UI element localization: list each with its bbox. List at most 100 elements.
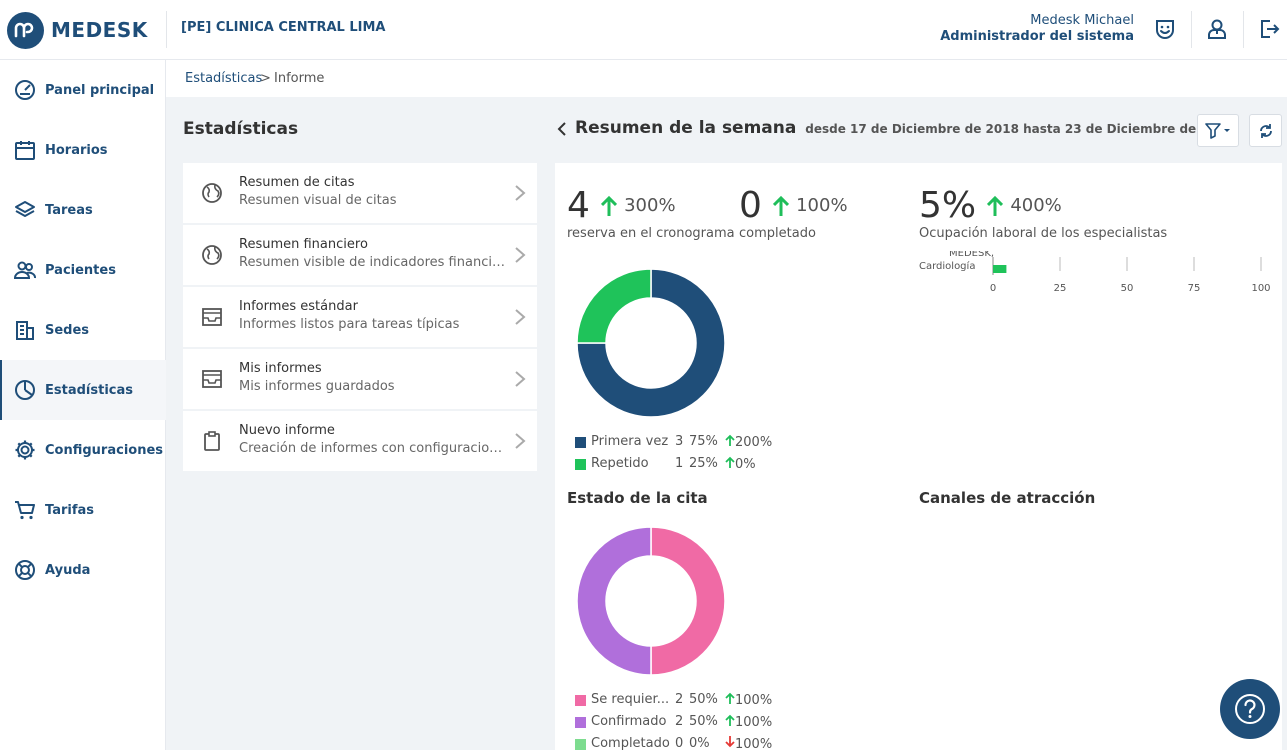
breadcrumb-link-estadisticas[interactable]: Estadísticas xyxy=(185,71,263,86)
users-icon xyxy=(14,259,36,281)
bar-category-label: Cardiología xyxy=(919,260,975,272)
legend-swatch xyxy=(575,695,586,706)
legend-label: Se requier... xyxy=(591,692,670,707)
menu-item-title: Resumen financiero xyxy=(239,237,368,252)
legend-percent: 50% xyxy=(689,714,718,729)
legend-percent: 25% xyxy=(689,456,718,471)
clipboard-icon xyxy=(200,429,224,453)
report-panel: 4 300% reserva en el cronograma 0 100% c… xyxy=(555,163,1282,750)
legend-count: 2 xyxy=(675,692,684,707)
refresh-icon xyxy=(1259,123,1272,138)
kpi-change: 400% xyxy=(1010,195,1062,216)
arrow-up-icon xyxy=(601,195,617,216)
legend-swatch xyxy=(575,717,586,728)
filter-button[interactable] xyxy=(1197,114,1239,147)
sidebar-item-label: Configuraciones xyxy=(45,442,164,458)
bar-tick-label: 75 xyxy=(1188,283,1201,294)
sidebar-item-label: Tarifas xyxy=(45,502,94,518)
sidebar-item-configuraciones[interactable]: Configuraciones xyxy=(0,420,166,480)
report-title-text: Resumen de la semana xyxy=(575,118,797,138)
kpi-ocupacion: 5% 400% Ocupación laboral de los especia… xyxy=(919,185,1167,241)
sidebar-item-ayuda[interactable]: Ayuda xyxy=(0,540,166,600)
donut-tipo-paciente-slice-1[interactable] xyxy=(576,268,652,344)
kpi-label: completado xyxy=(739,226,816,241)
legend-change: 0% xyxy=(725,456,756,472)
lifebuoy-icon xyxy=(14,559,36,581)
legend-label: Completado xyxy=(591,736,670,750)
medesk-logo-icon xyxy=(7,11,44,49)
brand-logo[interactable]: MEDESK xyxy=(7,11,148,49)
sidebar-item-label: Ayuda xyxy=(45,562,91,578)
kpi-change: 100% xyxy=(796,195,848,216)
clinic-name[interactable]: [PE] CLINICA CENTRAL LIMA xyxy=(181,20,386,35)
legend-swatch xyxy=(575,739,586,750)
legend-change: 100% xyxy=(725,736,772,750)
legend-count: 0 xyxy=(675,736,684,750)
legend-count: 3 xyxy=(675,434,684,449)
back-chevron-icon[interactable] xyxy=(555,122,569,136)
menu-item-informes-estandar[interactable]: Informes estándar Informes listos para t… xyxy=(183,287,537,347)
legend-label: Confirmado xyxy=(591,714,667,729)
legend-change: 100% xyxy=(725,714,772,730)
legend-change-value: 100% xyxy=(735,693,773,708)
bar-tick-label: 25 xyxy=(1054,283,1067,294)
legend-label: Primera vez xyxy=(591,434,669,449)
sidebar-item-tareas[interactable]: Tareas xyxy=(0,180,166,240)
page-title: Estadísticas xyxy=(183,119,299,139)
legend-label: Repetido xyxy=(591,456,649,471)
sidebar-item-horarios[interactable]: Horarios xyxy=(0,120,166,180)
question-icon xyxy=(1235,694,1265,724)
sidebar-item-sedes[interactable]: Sedes xyxy=(0,300,166,360)
donut-tipo-paciente-slice-0[interactable] xyxy=(576,268,726,418)
chevron-right-icon xyxy=(515,371,526,387)
user-role: Administrador del sistema xyxy=(940,29,1134,44)
menu-item-nuevo-informe[interactable]: Nuevo informe Creación de informes con c… xyxy=(183,411,537,471)
sidebar-item-estadisticas[interactable]: Estadísticas xyxy=(0,360,166,420)
legend-count: 2 xyxy=(675,714,684,729)
menu-item-subtitle: Informes listos para tareas típicas xyxy=(239,317,460,332)
legend-percent: 50% xyxy=(689,692,718,707)
kpi-change: 300% xyxy=(624,195,676,216)
donut-estado-cita-slice-0[interactable] xyxy=(650,526,726,676)
arrow-up-icon xyxy=(773,195,789,216)
breadcrumb-separator: > xyxy=(260,71,271,86)
legend-swatch xyxy=(575,459,586,470)
arrow-down-icon xyxy=(725,736,735,748)
layers-icon xyxy=(14,199,36,221)
legend-change: 200% xyxy=(725,434,772,450)
building-icon xyxy=(14,319,36,341)
chevron-right-icon xyxy=(515,185,526,201)
sidebar-item-tarifas[interactable]: Tarifas xyxy=(0,480,166,540)
logout-icon[interactable] xyxy=(1257,17,1281,41)
menu-item-resumen-citas[interactable]: Resumen de citas Resumen visual de citas xyxy=(183,163,537,223)
kpi-completado: 0 100% completado xyxy=(739,185,848,241)
cart-icon xyxy=(14,499,36,521)
smiley-icon[interactable] xyxy=(1153,17,1177,41)
donut-estado-cita-slice-1[interactable] xyxy=(576,526,652,676)
sidebar-item-panel-principal[interactable]: Panel principal xyxy=(0,60,166,120)
menu-item-subtitle: Mis informes guardados xyxy=(239,379,395,394)
section-title-canales: Canales de atracción xyxy=(919,489,1096,507)
report-date-range: desde 17 de Diciembre de 2018 hasta 23 d… xyxy=(805,122,1234,136)
refresh-button[interactable] xyxy=(1249,114,1282,147)
user-info[interactable]: Medesk Michael Administrador del sistema xyxy=(940,13,1134,44)
menu-item-subtitle: Creación de informes con configuraciones… xyxy=(239,441,509,456)
doctor-icon[interactable] xyxy=(1205,17,1229,41)
section-title-estado: Estado de la cita xyxy=(567,489,708,507)
legend-change-value: 100% xyxy=(735,715,773,730)
bar-ocupacion-0[interactable] xyxy=(993,265,1007,273)
dashboard-icon xyxy=(14,79,36,101)
menu-item-subtitle: Resumen visual de citas xyxy=(239,193,397,208)
top-bar: MEDESK [PE] CLINICA CENTRAL LIMA Medesk … xyxy=(0,0,1287,60)
sidebar-item-pacientes[interactable]: Pacientes xyxy=(0,240,166,300)
menu-item-mis-informes[interactable]: Mis informes Mis informes guardados xyxy=(183,349,537,409)
menu-item-resumen-financiero[interactable]: Resumen financiero Resumen visible de in… xyxy=(183,225,537,285)
help-button[interactable] xyxy=(1220,679,1280,739)
legend-change-value: 200% xyxy=(735,435,773,450)
bar-category-label: MEDESK, xyxy=(949,251,994,259)
menu-item-title: Nuevo informe xyxy=(239,423,335,438)
menu-item-title: Resumen de citas xyxy=(239,175,355,190)
sidebar-item-label: Estadísticas xyxy=(45,382,133,398)
kpi-value: 4 xyxy=(567,185,590,226)
user-name: Medesk Michael xyxy=(1030,13,1134,28)
